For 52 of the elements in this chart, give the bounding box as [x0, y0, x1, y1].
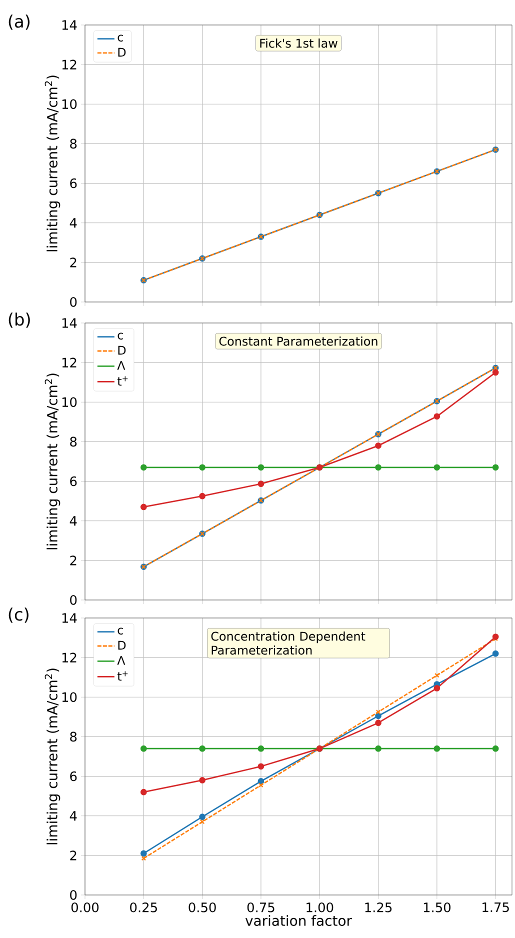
y-tick-label: 10 — [62, 99, 77, 110]
y-tick-label: 4 — [70, 811, 77, 821]
legend-label: Λ — [117, 361, 126, 370]
legend-label: D — [118, 640, 126, 650]
y-tick-label: 12 — [62, 652, 76, 662]
y-axis-title: limiting current (mA/cm$^{2}$) — [44, 76, 60, 252]
y-tick-label: 14 — [62, 613, 77, 623]
x-axis-title: variation factor — [245, 915, 352, 926]
chart-title: (a) — [8, 14, 30, 30]
y-tick-label: 10 — [62, 397, 77, 408]
x-tick-label: 1.50 — [424, 902, 450, 912]
y-tick-label: 6 — [70, 476, 77, 486]
y-tick-label: 0 — [70, 297, 77, 307]
x-tick-label: 1.25 — [365, 902, 392, 912]
y-tick-label: 14 — [62, 20, 77, 30]
y-tick-label: 8 — [70, 138, 77, 149]
y-tick-label: 8 — [70, 732, 77, 742]
y-axis-title: limiting current (mA/cm$^{2}$) — [44, 668, 60, 844]
y-tick-label: 6 — [70, 771, 77, 782]
y-tick-label: 12 — [62, 60, 76, 70]
y-tick-label: 8 — [70, 436, 77, 447]
y-tick-label: 10 — [62, 692, 77, 702]
y-tick-label: 0 — [70, 595, 77, 605]
y-tick-label: 6 — [70, 178, 77, 188]
x-tick-label: 0.25 — [130, 902, 157, 912]
y-tick-label: 2 — [70, 850, 76, 860]
legend-label: c — [118, 628, 123, 635]
legend-label: c — [118, 332, 123, 340]
y-axis-title: limiting current (mA/cm$^{2}$) — [44, 374, 60, 550]
y-tick-label: 4 — [70, 516, 77, 526]
annotation: Concentration Dependent Parameterization — [211, 632, 366, 655]
chart-title: (c) — [8, 608, 28, 623]
legend-label: D — [118, 48, 126, 57]
x-tick-label: 1.00 — [306, 902, 334, 912]
x-tick-label: 1.75 — [482, 902, 509, 912]
x-tick-label: 0.00 — [71, 902, 99, 912]
annotation: Fick's 1st law — [260, 38, 338, 48]
annotation: Constant Parameterization — [219, 336, 378, 346]
y-tick-label: 14 — [62, 318, 77, 328]
legend-label: c — [118, 34, 123, 42]
legend-label: t$^{+}$ — [117, 376, 128, 386]
y-tick-label: 4 — [70, 218, 77, 228]
y-tick-label: 2 — [70, 258, 76, 268]
y-tick-label: 12 — [62, 358, 76, 368]
legend-label: Λ — [117, 656, 126, 665]
legend-label: D — [118, 346, 126, 355]
legend-label: t$^{+}$ — [117, 671, 128, 681]
y-tick-label: 2 — [70, 556, 76, 566]
y-tick-label: 0 — [70, 890, 77, 900]
chart-title: (b) — [8, 312, 30, 328]
x-tick-label: 0.50 — [188, 902, 216, 912]
x-tick-label: 0.75 — [247, 902, 274, 912]
